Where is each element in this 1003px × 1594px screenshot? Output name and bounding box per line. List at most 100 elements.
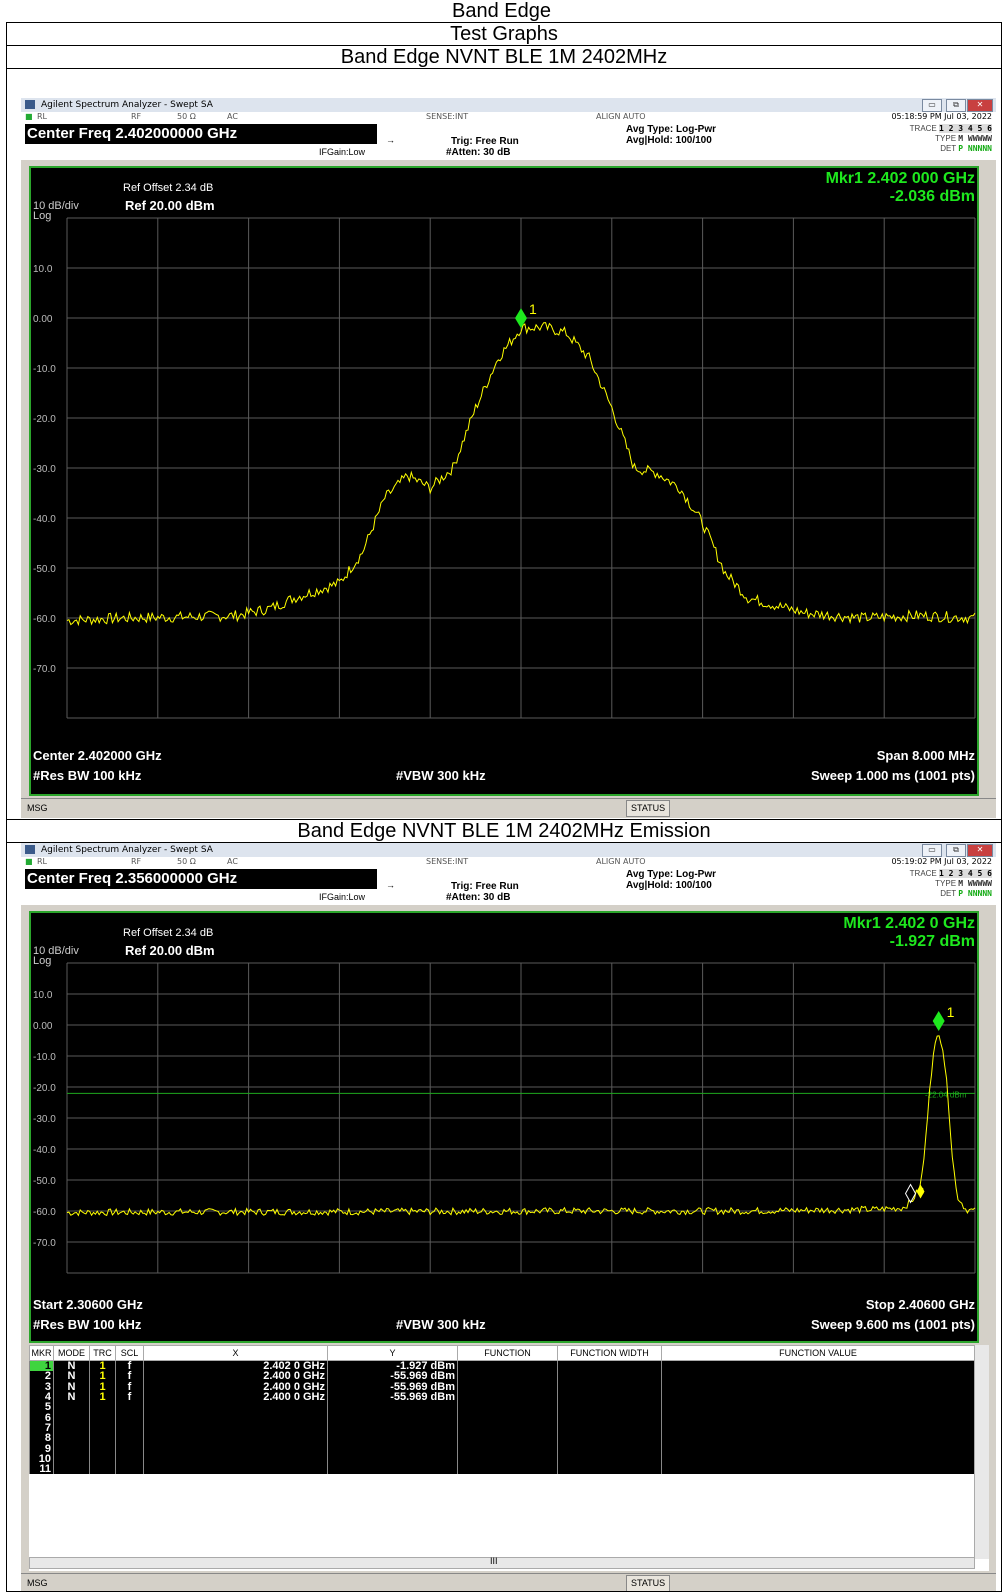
table-cell — [457, 1443, 558, 1454]
ifgain-setting: IFGain:Low — [319, 147, 366, 157]
table-cell — [327, 1453, 458, 1464]
table-cell — [557, 1381, 662, 1392]
table-cell — [143, 1453, 328, 1464]
table-cell — [327, 1433, 458, 1444]
table-cell — [89, 1433, 116, 1444]
column-header[interactable]: FUNCTION — [457, 1345, 558, 1361]
spectrum-display-2: Ref Offset 2.34 dB 10 dB/div Ref 20.00 d… — [29, 911, 979, 1343]
table-cell — [143, 1412, 328, 1423]
trace-1 — [66, 1035, 976, 1217]
y-tick-label: 0.00 — [33, 1021, 53, 1032]
table-cell — [53, 1453, 90, 1464]
table-row[interactable]: 4 N 1 f 2.400 0 GHz -55.969 dBm — [29, 1391, 975, 1403]
coupling-indicator: AC — [227, 857, 238, 866]
table-cell — [457, 1433, 558, 1444]
atten-setting: #Atten: 30 dB — [446, 147, 511, 158]
table-cell: 1 — [89, 1371, 116, 1382]
table-cell — [327, 1402, 458, 1413]
column-header[interactable]: MODE — [53, 1345, 90, 1361]
y-tick-label: -50.0 — [33, 1176, 56, 1187]
column-header[interactable]: TRC — [89, 1345, 116, 1361]
impedance-indicator: 50 Ω — [177, 857, 196, 866]
table-cell — [557, 1402, 662, 1413]
start-label: Start 2.30600 GHz — [33, 1297, 143, 1312]
table-cell: f — [115, 1381, 144, 1392]
ref-level: Ref 20.00 dBm — [125, 198, 215, 213]
spectrum-display-1: Ref Offset 2.34 dB 10 dB/div Ref 20.00 d… — [29, 166, 979, 796]
vertical-scrollbar[interactable] — [974, 1345, 989, 1559]
trig-setting: Trig: Free Run — [451, 136, 519, 147]
y-tick-label: -30.0 — [33, 464, 56, 475]
restore-button[interactable]: ⧉ — [946, 99, 966, 112]
table-cell: 1 — [89, 1381, 116, 1392]
y-tick-label: -10.0 — [33, 364, 56, 375]
status-label: STATUS — [626, 800, 671, 817]
column-header[interactable]: X — [143, 1345, 328, 1361]
center-freq[interactable]: Center Freq 2.356000000 GHz — [25, 869, 377, 889]
column-header[interactable]: SCL — [115, 1345, 144, 1361]
analyzer-window-2: Agilent Spectrum Analyzer - Swept SA ▭ ⧉… — [21, 843, 996, 1591]
y-tick-label: -70.0 — [33, 664, 56, 675]
table-cell: 7 — [29, 1422, 54, 1434]
status-label: STATUS — [626, 1575, 671, 1591]
coupling-indicator: AC — [227, 112, 238, 121]
table-cell — [457, 1381, 558, 1392]
y-tick-label: -20.0 — [33, 414, 56, 425]
marker-readout: Mkr1 2.402 000 GHz -2.036 dBm — [826, 170, 975, 206]
spectrum-plot-2: 10.0 0.00 -10.0 -20.0 -30.0 -40.0 -50.0 -60.0 -7… — [33, 962, 976, 1274]
column-header[interactable]: Y — [327, 1345, 458, 1361]
table-cell — [457, 1371, 558, 1382]
marker-amp: -2.036 dBm — [889, 188, 975, 205]
restore-button[interactable]: ⧉ — [946, 844, 966, 857]
table-cell: 2 — [29, 1371, 54, 1382]
table-cell: 4 — [29, 1391, 54, 1403]
table-row[interactable]: 5 — [29, 1402, 975, 1413]
avg-hold: Avg|Hold: 100/100 — [626, 880, 712, 891]
table-cell — [89, 1463, 116, 1475]
table-row[interactable]: 1 N 1 f 2.402 0 GHz -1.927 dBm — [29, 1360, 975, 1372]
table-cell — [457, 1360, 558, 1372]
close-button[interactable]: ✕ — [967, 844, 993, 857]
column-header[interactable]: FUNCTION VALUE — [661, 1345, 975, 1361]
scroll-thumb[interactable]: III — [490, 1556, 498, 1566]
table-row[interactable]: 2 N 1 f 2.400 0 GHz -55.969 dBm — [29, 1371, 975, 1382]
table-row[interactable]: 3 N 1 f 2.400 0 GHz -55.969 dBm — [29, 1381, 975, 1392]
center-freq[interactable]: Center Freq 2.402000000 GHz — [25, 124, 377, 144]
table-cell — [115, 1433, 144, 1444]
table-cell — [143, 1422, 328, 1434]
message-bar: MSG STATUS — [21, 798, 996, 817]
rl-indicator: RL — [37, 112, 48, 121]
table-cell: N — [53, 1360, 90, 1372]
trace-info: TRACE 1 2 3 4 5 6 TYPE M WWWWW DET P NNN… — [909, 869, 992, 898]
marker-1-label: 1 — [529, 301, 537, 317]
table-row[interactable]: 10 — [29, 1453, 975, 1464]
table-cell: 5 — [29, 1402, 54, 1413]
document-title: Band Edge — [452, 0, 551, 22]
close-button[interactable]: ✕ — [967, 99, 993, 112]
ifgain-setting: IFGain:Low — [319, 892, 366, 902]
marker-freq: Mkr1 2.402 0 GHz — [843, 915, 975, 932]
atten-setting: #Atten: 30 dB — [446, 892, 511, 903]
table-row[interactable]: 7 — [29, 1422, 975, 1434]
table-cell — [661, 1422, 975, 1434]
y-tick-label: 10.0 — [33, 990, 53, 1001]
table-cell — [327, 1463, 458, 1475]
table-row[interactable]: 8 — [29, 1433, 975, 1444]
table-cell — [143, 1463, 328, 1475]
minimize-button[interactable]: ▭ — [922, 844, 942, 857]
table-row[interactable]: 11 — [29, 1463, 975, 1475]
column-header[interactable]: FUNCTION WIDTH — [557, 1345, 662, 1361]
spectrum-plot-1: 10.0 0.00 -10.0 -20.0 -30.0 -40.0 -50.0 -60.0 -7… — [33, 217, 976, 719]
table-row[interactable]: 6 — [29, 1412, 975, 1423]
sense-indicator: SENSE:INT — [426, 857, 469, 866]
y-tick-label: -20.0 — [33, 1083, 56, 1094]
table-cell: f — [115, 1371, 144, 1382]
marker-1-diamond — [515, 308, 527, 329]
table-cell: 2.400 0 GHz — [143, 1381, 328, 1392]
table-cell — [557, 1422, 662, 1434]
table-row[interactable]: 9 — [29, 1443, 975, 1454]
rf-indicator: RF — [131, 857, 142, 866]
minimize-button[interactable]: ▭ — [922, 99, 942, 112]
column-header[interactable]: MKR — [29, 1345, 54, 1361]
horizontal-scrollbar[interactable]: III — [29, 1556, 975, 1569]
